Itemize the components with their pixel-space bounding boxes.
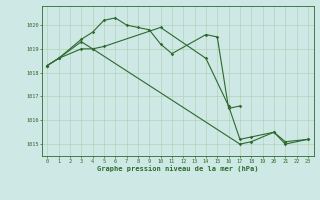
X-axis label: Graphe pression niveau de la mer (hPa): Graphe pression niveau de la mer (hPa) — [97, 165, 258, 172]
